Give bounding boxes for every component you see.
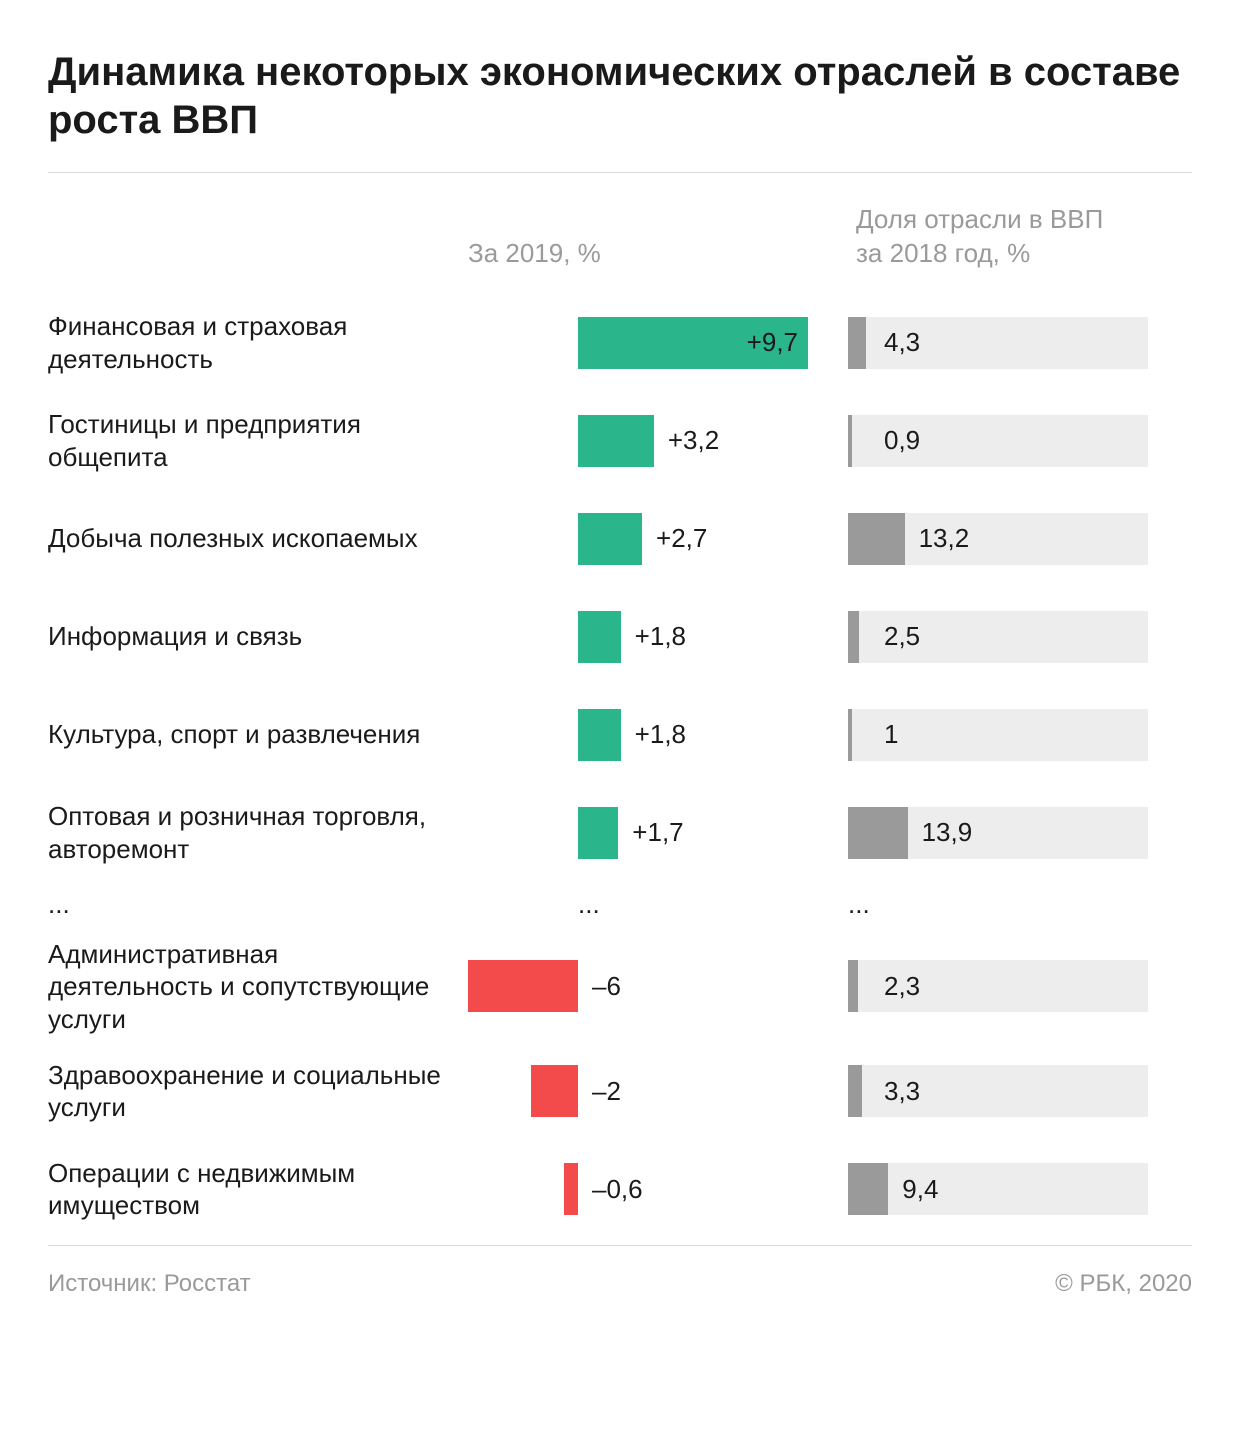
top-divider xyxy=(48,172,1192,173)
growth-bar xyxy=(578,709,621,761)
growth-bar xyxy=(578,415,654,467)
growth-bar xyxy=(578,513,642,565)
share-column-header: Доля отрасли в ВВП за 2018 год, % xyxy=(848,203,1148,271)
growth-cell: +1,8 xyxy=(468,611,808,663)
row-label: Добыча полезных ископаемых xyxy=(48,522,468,555)
growth-cell: +2,7 xyxy=(468,513,808,565)
share-value-label: 2,3 xyxy=(884,960,920,1012)
growth-value-label: +1,7 xyxy=(632,807,683,859)
share-cell: 9,4 xyxy=(848,1163,1148,1215)
share-value-label: 1 xyxy=(884,709,898,761)
share-cell: 2,5 xyxy=(848,611,1148,663)
rows-top-group: Финансовая и страховая деятельность +9,7 4… xyxy=(48,301,1192,875)
growth-value-label: +1,8 xyxy=(635,611,686,663)
share-value-label: 13,9 xyxy=(922,807,973,859)
row-label: Операции с недвижимым имуществом xyxy=(48,1157,468,1222)
share-bar xyxy=(848,415,852,467)
share-bar xyxy=(848,709,852,761)
growth-value-label: +9,7 xyxy=(747,317,798,369)
share-value-label: 13,2 xyxy=(919,513,970,565)
growth-cell: +1,8 xyxy=(468,709,808,761)
data-row: Административная деятельность и сопутств… xyxy=(48,938,1192,1036)
ellipsis-row: ... ... ... xyxy=(48,889,1192,920)
growth-bar xyxy=(578,807,618,859)
growth-bar xyxy=(564,1163,578,1215)
share-cell: 4,3 xyxy=(848,317,1148,369)
growth-value-label: –2 xyxy=(592,1065,621,1117)
share-cell: 0,9 xyxy=(848,415,1148,467)
growth-column-header: За 2019, % xyxy=(468,237,808,271)
growth-bar xyxy=(531,1065,578,1117)
growth-bar xyxy=(468,960,578,1012)
share-bar xyxy=(848,611,859,663)
row-label: Культура, спорт и развлечения xyxy=(48,718,468,751)
rows-bottom-group: Административная деятельность и сопутств… xyxy=(48,938,1192,1232)
share-cell: 3,3 xyxy=(848,1065,1148,1117)
share-value-label: 9,4 xyxy=(902,1163,938,1215)
data-row: Здравоохранение и социальные услуги –2 3,3 xyxy=(48,1049,1192,1133)
bottom-divider xyxy=(48,1245,1192,1246)
row-label: Финансовая и страховая деятельность xyxy=(48,310,468,375)
data-row: Культура, спорт и развлечения +1,8 1 xyxy=(48,693,1192,777)
growth-bar xyxy=(578,611,621,663)
data-row: Операции с недвижимым имуществом –0,6 9,4 xyxy=(48,1147,1192,1231)
share-bar xyxy=(848,1065,862,1117)
growth-value-label: –0,6 xyxy=(592,1163,643,1215)
data-row: Оптовая и розничная торговля, авторемонт… xyxy=(48,791,1192,875)
growth-value-label: +2,7 xyxy=(656,513,707,565)
data-row: Гостиницы и предприятия общепита +3,2 0,9 xyxy=(48,399,1192,483)
share-bar xyxy=(848,317,866,369)
share-value-label: 2,5 xyxy=(884,611,920,663)
row-label: Информация и связь xyxy=(48,620,468,653)
data-row: Добыча полезных ископаемых +2,7 13,2 xyxy=(48,497,1192,581)
copyright-label: © РБК, 2020 xyxy=(1055,1270,1192,1298)
ellipsis-label: ... xyxy=(48,889,468,920)
growth-cell: +9,7 xyxy=(468,317,808,369)
growth-cell: –0,6 xyxy=(468,1163,808,1215)
share-bar xyxy=(848,513,905,565)
row-label: Оптовая и розничная торговля, авторемонт xyxy=(48,800,468,865)
ellipsis-share: ... xyxy=(848,889,1148,920)
share-value-label: 3,3 xyxy=(884,1065,920,1117)
share-bar xyxy=(848,960,858,1012)
growth-value-label: –6 xyxy=(592,960,621,1012)
growth-value-label: +1,8 xyxy=(635,709,686,761)
chart-footer: Источник: Росстат © РБК, 2020 xyxy=(48,1270,1192,1298)
source-label: Источник: Росстат xyxy=(48,1270,251,1298)
share-cell: 13,9 xyxy=(848,807,1148,859)
growth-cell: –6 xyxy=(468,960,808,1012)
row-label: Здравоохранение и социальные услуги xyxy=(48,1059,468,1124)
share-value-label: 4,3 xyxy=(884,317,920,369)
share-cell: 1 xyxy=(848,709,1148,761)
growth-cell: +1,7 xyxy=(468,807,808,859)
chart-title: Динамика некоторых экономических отрасле… xyxy=(48,48,1192,144)
growth-value-label: +3,2 xyxy=(668,415,719,467)
ellipsis-growth: ... xyxy=(468,889,808,920)
row-label: Административная деятельность и сопутств… xyxy=(48,938,468,1036)
share-cell: 13,2 xyxy=(848,513,1148,565)
share-cell: 2,3 xyxy=(848,960,1148,1012)
share-bar xyxy=(848,807,908,859)
share-bar xyxy=(848,1163,888,1215)
share-value-label: 0,9 xyxy=(884,415,920,467)
row-label: Гостиницы и предприятия общепита xyxy=(48,408,468,473)
column-headers: За 2019, % Доля отрасли в ВВП за 2018 го… xyxy=(48,203,1192,271)
growth-cell: +3,2 xyxy=(468,415,808,467)
data-row: Информация и связь +1,8 2,5 xyxy=(48,595,1192,679)
data-row: Финансовая и страховая деятельность +9,7 4… xyxy=(48,301,1192,385)
growth-cell: –2 xyxy=(468,1065,808,1117)
